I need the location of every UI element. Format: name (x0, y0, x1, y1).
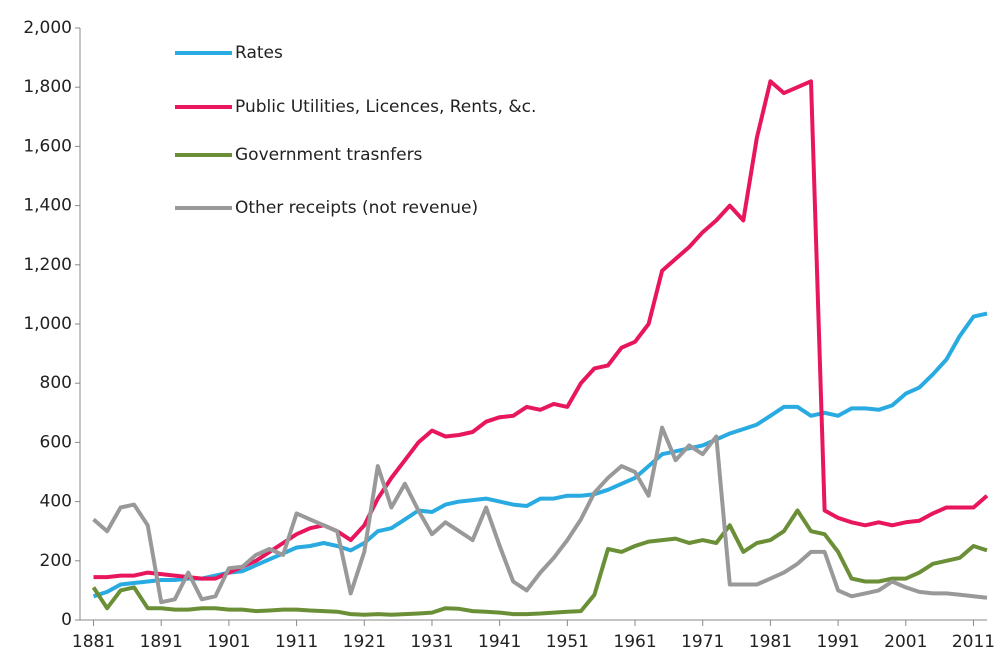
x-tick-label: 1921 (343, 632, 386, 652)
x-tick-label: 2011 (952, 632, 994, 652)
y-tick-label: 1,800 (23, 77, 72, 97)
series-line (92, 311, 988, 599)
x-tick-label: 1911 (275, 632, 318, 652)
y-tick-label: 1,200 (23, 255, 72, 275)
y-tick-label: 1,400 (23, 196, 72, 216)
x-tick-label: 1991 (816, 632, 859, 652)
x-tick-label: 1971 (681, 632, 724, 652)
y-tick-label: 2,000 (23, 18, 72, 38)
x-tick-label: 1951 (546, 632, 589, 652)
legend-label: Public Utilities, Licences, Rents, &c. (235, 97, 536, 117)
legend-label: Rates (235, 43, 283, 63)
y-tick-label: 200 (40, 551, 72, 571)
y-tick-label: 600 (40, 432, 72, 452)
x-tick-label: 1931 (410, 632, 453, 652)
y-tick-label: 400 (40, 492, 72, 512)
legend-label: Other receipts (not revenue) (235, 198, 478, 218)
series-line (91, 508, 988, 617)
x-tick-label: 1891 (140, 632, 183, 652)
x-tick-label: 1981 (749, 632, 792, 652)
x-tick-label: 1901 (207, 632, 250, 652)
legend-label: Government trasnfers (235, 145, 423, 165)
y-tick-label: 0 (61, 610, 72, 630)
y-tick-label: 800 (40, 373, 72, 393)
x-tick-label: 1961 (613, 632, 656, 652)
x-tick-label: 1881 (72, 632, 115, 652)
y-tick-label: 1,600 (23, 136, 72, 156)
y-tick-label: 1,000 (23, 314, 72, 334)
series-line (92, 425, 988, 605)
x-tick-label: 1941 (478, 632, 521, 652)
x-tick-label: 2001 (884, 632, 927, 652)
